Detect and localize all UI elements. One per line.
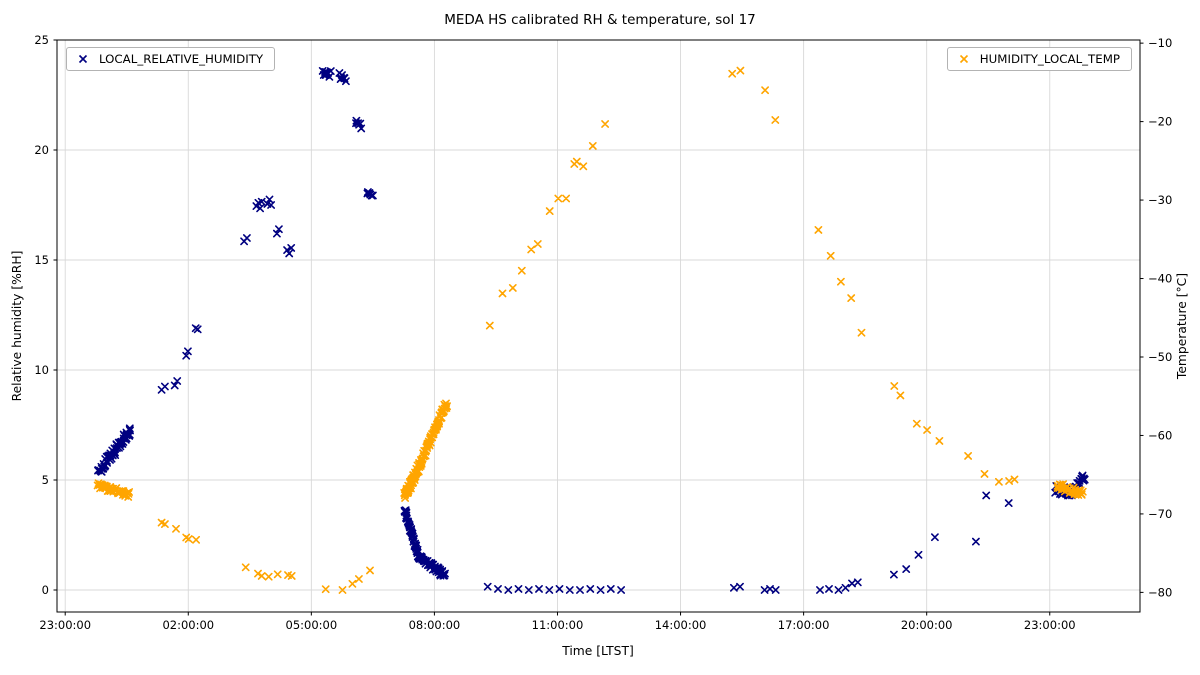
legend-temperature: HUMIDITY_LOCAL_TEMP <box>946 47 1132 71</box>
y-axis-label-right: Temperature [°C] <box>1175 272 1189 380</box>
plot-border <box>56 39 1141 613</box>
y-left-tick-label: 15 <box>34 253 49 267</box>
legend-humidity: LOCAL_RELATIVE_HUMIDITY <box>66 47 276 71</box>
y-right-tick-label: −70 <box>1148 507 1172 521</box>
y-left-tick-label: 20 <box>34 143 49 157</box>
y-left-tick-label: 0 <box>42 583 49 597</box>
y-axis-label-left: Relative humidity [%RH] <box>10 250 24 402</box>
legend-humidity-label: LOCAL_RELATIVE_HUMIDITY <box>99 52 264 66</box>
y-right-tick-label: −50 <box>1148 350 1172 364</box>
x-tick-label: 20:00:00 <box>901 618 953 632</box>
x-tick-label: 11:00:00 <box>532 618 584 632</box>
y-right-tick-label: −80 <box>1148 585 1172 599</box>
y-left-tick-label: 25 <box>34 33 49 47</box>
y-right-tick-label: −10 <box>1148 36 1172 50</box>
y-left-tick-label: 5 <box>42 473 49 487</box>
temperature-x-marker-icon <box>957 52 971 66</box>
gridlines <box>57 39 1140 612</box>
y-left-tick-label: 10 <box>34 363 49 377</box>
x-axis-label: Time [LTST] <box>562 644 634 658</box>
y-right-tick-label: −20 <box>1148 115 1172 129</box>
x-tick-label: 05:00:00 <box>286 618 338 632</box>
x-tick-label: 14:00:00 <box>655 618 707 632</box>
y-right-tick-label: −40 <box>1148 272 1172 286</box>
y-right-tick-label: −30 <box>1148 193 1172 207</box>
chart-title: MEDA HS calibrated RH & temperature, sol… <box>444 12 756 28</box>
x-tick-label: 23:00:00 <box>39 618 91 632</box>
x-tick-label: 23:00:00 <box>1024 618 1076 632</box>
x-tick-label: 02:00:00 <box>162 618 214 632</box>
humidity-x-marker-icon <box>76 52 90 66</box>
x-tick-label: 17:00:00 <box>778 618 830 632</box>
series-humidity_local_temp <box>93 66 1087 594</box>
x-tick-label: 08:00:00 <box>409 618 461 632</box>
axis-tick-labels: 23:00:00 02:00:00 05:00:00 08:00:00 11:00:00… <box>34 33 1172 632</box>
legend-temperature-label: HUMIDITY_LOCAL_TEMP <box>979 52 1120 66</box>
y-right-tick-label: −60 <box>1148 428 1172 442</box>
axis-ticks <box>53 39 1144 616</box>
